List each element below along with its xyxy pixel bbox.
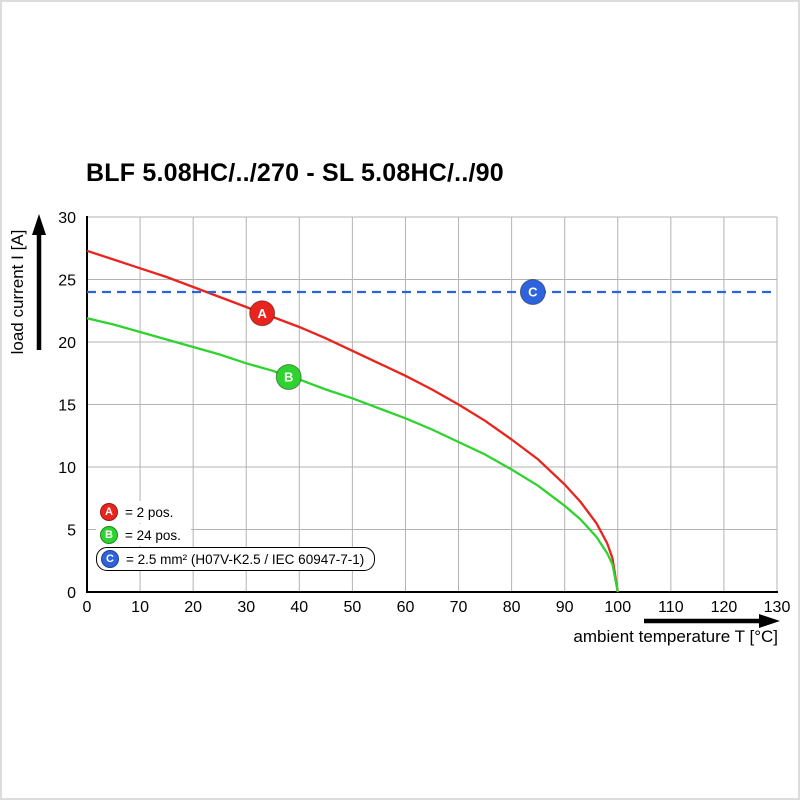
x-tick-label: 100 [604,599,631,616]
legend-badge-A: A [100,503,118,521]
x-tick-label: 70 [450,599,468,616]
y-tick-label: 0 [67,585,76,602]
x-axis-label: ambient temperature T [°C] [573,627,778,646]
legend-text: = 2 pos. [125,504,174,520]
curve-marker-label: A [257,306,267,321]
curve-marker-C [519,279,546,305]
x-tick-label: 30 [237,599,255,616]
x-tick-label: 90 [556,599,574,616]
x-tick-label: 50 [343,599,361,616]
x-tick-label: 130 [764,599,791,616]
x-tick-label: 0 [83,599,92,616]
y-tick-label: 15 [58,398,76,415]
y-tick-label: 30 [58,210,76,227]
curve-marker-label: B [284,370,293,385]
x-tick-label: 60 [397,599,415,616]
legend-badge-B: B [100,526,118,544]
x-axis-arrow-head-icon [759,614,780,628]
legend-badge-C: C [101,550,119,568]
x-tick-label: 110 [658,599,684,616]
x-tick-label: 80 [503,599,521,616]
legend-item-C: C = 2.5 mm² (H07V-K2.5 / IEC 60947-7-1) [96,547,376,571]
x-tick-label: 120 [711,599,738,616]
legend-item-A: A = 2 pos. [96,501,184,523]
x-tick-label: 20 [184,599,202,616]
legend-text: = 2.5 mm² (H07V-K2.5 / IEC 60947-7-1) [126,551,365,567]
x-tick-label: 40 [290,599,308,616]
series-curve-A [86,249,619,593]
legend-item-B: B = 24 pos. [96,524,191,546]
legend-text: = 24 pos. [125,527,181,543]
curve-marker-A [249,300,276,327]
y-tick-label: 5 [67,523,76,540]
y-tick-label: 20 [58,335,76,352]
chart-legend: A = 2 pos. B = 24 pos. C = 2.5 mm² (H07V-K2.5… [96,501,376,571]
series-curve-B [86,317,619,593]
curve-marker-label: C [528,285,538,300]
y-axis-arrow-head-icon [32,214,46,235]
chart-title: BLF 5.08HC/../270 - SL 5.08HC/../90 [86,159,504,187]
y-tick-label: 10 [58,460,76,477]
x-tick-label: 10 [131,599,149,616]
curve-marker-B [275,364,302,390]
y-tick-label: 25 [58,273,76,290]
